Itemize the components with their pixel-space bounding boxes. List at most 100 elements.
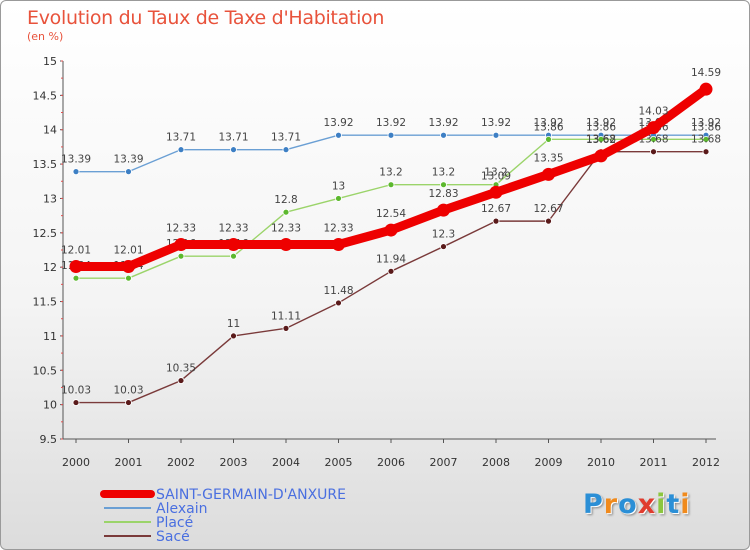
data-point (282, 208, 290, 216)
data-point (440, 243, 447, 250)
data-label: 13.2 (432, 167, 455, 179)
logo-letter: r (603, 489, 619, 520)
y-tick-label: 11 (43, 330, 57, 343)
series-3: 12.01 12.01 12.33 12.33 12.33 12.33 12.54 12.83… (61, 67, 721, 273)
data-label: 10.03 (113, 385, 143, 397)
data-point (332, 238, 345, 252)
legend-label: Placé (156, 515, 193, 531)
x-tick-label: 2011 (640, 456, 668, 469)
x-tick-label: 2005 (325, 456, 353, 469)
data-point (125, 168, 132, 176)
data-label: 10.35 (166, 363, 196, 375)
data-point (387, 181, 395, 189)
data-point (699, 82, 713, 96)
data-label: 12.67 (533, 203, 563, 215)
data-label: 13.71 (271, 132, 301, 144)
data-label: 13.92 (691, 117, 721, 129)
data-point (72, 274, 80, 282)
data-point (279, 238, 293, 252)
data-point (335, 299, 342, 307)
data-point (440, 181, 447, 189)
data-label: 13.92 (481, 117, 511, 129)
data-label: 13.86 (691, 121, 721, 133)
data-label: 11.48 (323, 285, 353, 297)
data-label: 12.33 (323, 223, 353, 235)
y-tick-label: 14.5 (33, 89, 58, 102)
data-label: 13.71 (166, 132, 196, 144)
data-point (387, 131, 395, 139)
y-tick-label: 10.5 (33, 364, 58, 377)
data-label: 13.2 (484, 167, 507, 179)
data-point (650, 148, 657, 156)
y-tick-label: 11.5 (33, 296, 58, 309)
data-point (177, 252, 185, 260)
data-label: 14.03 (638, 106, 668, 118)
x-tick-label: 2009 (535, 456, 563, 469)
data-point (335, 131, 342, 139)
data-label: 13.92 (376, 117, 406, 129)
data-label: 11.94 (376, 253, 406, 265)
data-point (440, 131, 447, 139)
data-point (230, 332, 237, 340)
data-point (702, 148, 710, 156)
logo-letter: i (656, 489, 667, 520)
x-tick-label: 2010 (587, 456, 615, 469)
y-tick-label: 12 (43, 261, 57, 274)
data-point (702, 135, 710, 143)
data-label: 12.67 (481, 203, 511, 215)
data-point (437, 203, 450, 217)
data-label: 10.03 (61, 385, 91, 397)
data-label: 13.39 (61, 154, 91, 166)
x-tick-label: 2004 (272, 456, 300, 469)
chart-title: Evolution du Taux de Taxe d'Habitation (27, 7, 385, 29)
data-point (230, 252, 237, 260)
data-label: 13.09 (481, 170, 511, 182)
data-point (542, 167, 555, 181)
data-point (650, 135, 657, 143)
data-label: 13.92 (428, 117, 458, 129)
data-label: 13.92 (533, 117, 563, 129)
chart-unit: (en %) (27, 30, 64, 43)
data-point (177, 146, 185, 154)
data-label: 12.8 (274, 194, 297, 206)
x-tick-label: 2012 (692, 456, 720, 469)
data-point (227, 238, 240, 252)
y-tick-label: 10 (43, 399, 57, 412)
data-point (125, 274, 132, 282)
data-point (492, 217, 500, 225)
logo-letter: x (637, 489, 657, 520)
data-label: 13.86 (586, 121, 616, 133)
data-label: 14.59 (691, 67, 721, 79)
data-label: 13.2 (379, 167, 402, 179)
data-point (492, 131, 500, 139)
legend-label: Sacé (156, 529, 190, 545)
data-point (72, 168, 80, 176)
y-tick-label: 14 (43, 124, 57, 137)
data-point (174, 238, 188, 252)
x-tick-label: 2008 (482, 456, 510, 469)
x-tick-label: 2006 (377, 456, 405, 469)
data-label: 12.3 (432, 229, 455, 241)
data-label: 12.83 (428, 188, 458, 200)
data-label: 13.71 (218, 132, 248, 144)
x-tick-label: 2007 (430, 456, 458, 469)
logo-letter: t (666, 489, 681, 520)
data-point (125, 399, 132, 406)
data-point (282, 324, 290, 332)
data-label: 12.33 (166, 223, 196, 235)
data-label: 12.01 (113, 244, 143, 256)
x-tick-label: 2003 (220, 456, 248, 469)
data-label: 13.68 (586, 134, 616, 146)
x-tick-label: 2001 (115, 456, 143, 469)
data-point (597, 135, 605, 143)
x-tick-label: 2000 (62, 456, 90, 469)
y-tick-label: 13.5 (33, 158, 58, 171)
data-point (72, 399, 80, 406)
data-point (545, 135, 552, 143)
data-point (647, 121, 660, 135)
data-label: 12.01 (61, 244, 91, 256)
data-point (177, 377, 185, 384)
data-label: 11.11 (271, 310, 301, 322)
